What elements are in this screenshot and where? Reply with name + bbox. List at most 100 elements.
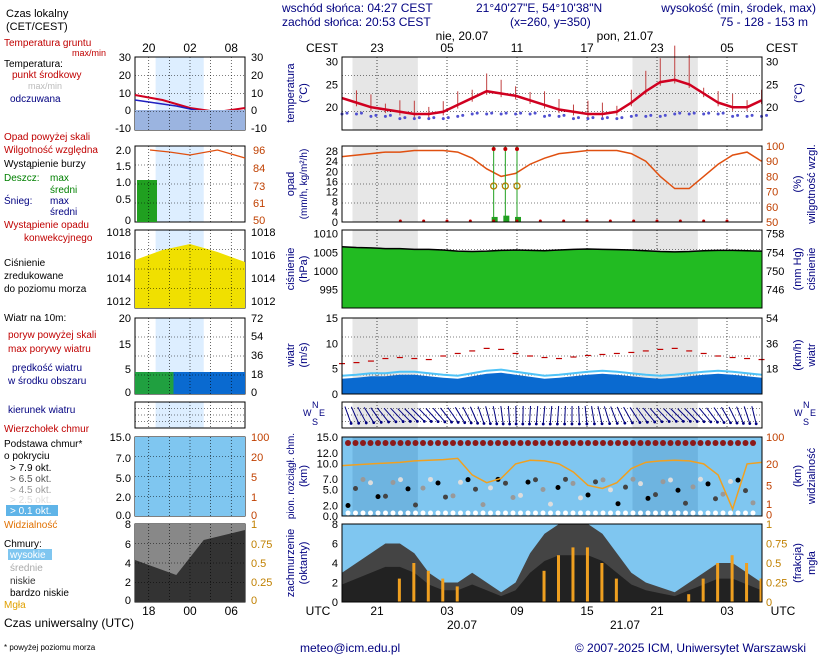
leg-vis-tick: 20: [251, 452, 263, 464]
wind-arrow-head: [593, 422, 596, 426]
title-wind-l2: (m/s): [298, 342, 310, 367]
dew-dot: [441, 117, 445, 121]
wind-arrow: [616, 406, 626, 424]
cloud-top-dot: [592, 440, 599, 446]
cloud-base-low: [615, 510, 621, 516]
legend-cloud-base1: Podstawa chmur*: [4, 439, 82, 450]
footer-copyright: © 2007-2025 ICM, Uniwersytet Warszawski: [575, 641, 806, 655]
cloud-top-dot: [577, 440, 584, 446]
top-tick-label: 11: [511, 41, 524, 55]
temp-line: [341, 78, 763, 116]
rain-tick-l: 28: [326, 146, 338, 158]
dew-dot: [716, 112, 720, 116]
very-low-cloud-area: [342, 555, 762, 602]
cloud-top-dot: [697, 440, 704, 446]
footer-email[interactable]: meteo@icm.edu.pl: [300, 641, 400, 655]
dew-dot: [576, 116, 580, 120]
leg-hum-tick: 96: [253, 145, 265, 157]
utc-left: UTC: [306, 604, 331, 618]
wind-arrow-head: [408, 420, 412, 423]
legend-snow-max: max: [50, 196, 69, 207]
fog-bar: [600, 563, 604, 602]
wind-arrow: [344, 406, 352, 424]
wind-arrow-head: [541, 422, 545, 426]
dew-dot: [663, 113, 667, 117]
leg-fog-tick: 0.5: [251, 558, 266, 570]
wind-arrow: [454, 407, 466, 423]
title-cov-l1: zachmurzenie: [285, 529, 297, 597]
wind-arrow: [390, 408, 404, 422]
dew-dot: [562, 113, 566, 117]
cloud-base-low: [443, 510, 448, 516]
temp-tick-l: 30: [326, 57, 338, 69]
cloud-base-dot: [630, 476, 636, 482]
wind-arrow-head: [521, 422, 525, 426]
cloud-tick-l: 10.0: [317, 458, 338, 470]
wind-arrow: [649, 407, 663, 423]
wind-arrow-head: [379, 420, 383, 424]
rain-tick-l: 16: [326, 176, 338, 188]
leg-wind-tick-r: 36: [251, 350, 263, 362]
cloud-base-dot: [653, 492, 658, 498]
wind-arrow: [447, 407, 459, 423]
wind-arrow-head: [688, 419, 692, 423]
fog-bar: [557, 555, 560, 602]
cloud-base-low: [548, 510, 553, 516]
wind-arrow: [357, 406, 367, 424]
cloud-tick-l: 5.0: [323, 485, 338, 497]
compass-r-E: E: [810, 408, 816, 418]
cloud-base-low: [660, 510, 666, 516]
cloud-base-low: [540, 510, 546, 516]
cloud-base-dot: [713, 496, 718, 502]
title-rain-l: opad: [285, 172, 297, 196]
wind-arrow-head: [748, 422, 752, 425]
fog-tick-r: 0.5: [766, 558, 781, 570]
wind-arrow: [656, 408, 670, 422]
leg-vis-tick: 1: [251, 492, 257, 504]
cloud-tick-l: 12.0: [317, 448, 338, 460]
leg-fog-tick: 0: [251, 595, 257, 607]
cloud-base-dot: [668, 477, 673, 483]
wind-arrow: [350, 406, 360, 424]
cloud-base-dot: [488, 485, 493, 491]
cloud-top-dot: [682, 440, 689, 446]
cloud-top-dot: [540, 440, 546, 446]
cloud-base-dot: [413, 502, 418, 508]
leg-temp-tick-l: -10: [115, 123, 131, 135]
cloud-top-dot: [532, 440, 539, 446]
legend-storm: Wystąpienie burzy: [4, 159, 86, 170]
wind-arrow: [440, 407, 452, 423]
cloud-base-dot: [570, 480, 576, 486]
cloud-base-low: [645, 510, 651, 516]
cloud-base-low: [743, 510, 748, 516]
leg-rain-tick: 0: [125, 215, 131, 227]
wind-arrow: [603, 406, 611, 424]
cloud-base-low: [525, 510, 531, 516]
cloud-top-dot: [495, 440, 501, 446]
dew-dot: [649, 113, 653, 117]
wind-tick-r: 18: [766, 364, 778, 376]
dew-dot: [557, 114, 561, 118]
bottom-tick-label: 21: [650, 604, 664, 618]
wind-arrow-head: [364, 421, 368, 425]
leg-cov-tick: 8: [125, 519, 131, 531]
sunrise-text: wschód słońca: 04:27 CEST: [281, 1, 433, 15]
wind-arrow: [418, 408, 432, 422]
cloud-base-dot: [750, 500, 756, 506]
fog-bar: [716, 563, 720, 602]
title-rain-r1: (%): [792, 175, 804, 192]
night-band: [632, 146, 698, 222]
panel-border: [341, 229, 763, 309]
cloud-night: [632, 437, 698, 516]
cloud-base-low: [390, 510, 396, 516]
cov-tick-l: 2: [332, 578, 338, 590]
top-tick-label: 05: [720, 41, 734, 55]
leg-vis-tick: 0: [251, 510, 257, 522]
cloud-top-dot: [712, 440, 719, 446]
dew-dot: [446, 116, 450, 120]
wind-arrow: [713, 407, 725, 423]
fog-tick-r: 0.75: [766, 539, 787, 551]
cloud-base-dot: [405, 486, 411, 492]
